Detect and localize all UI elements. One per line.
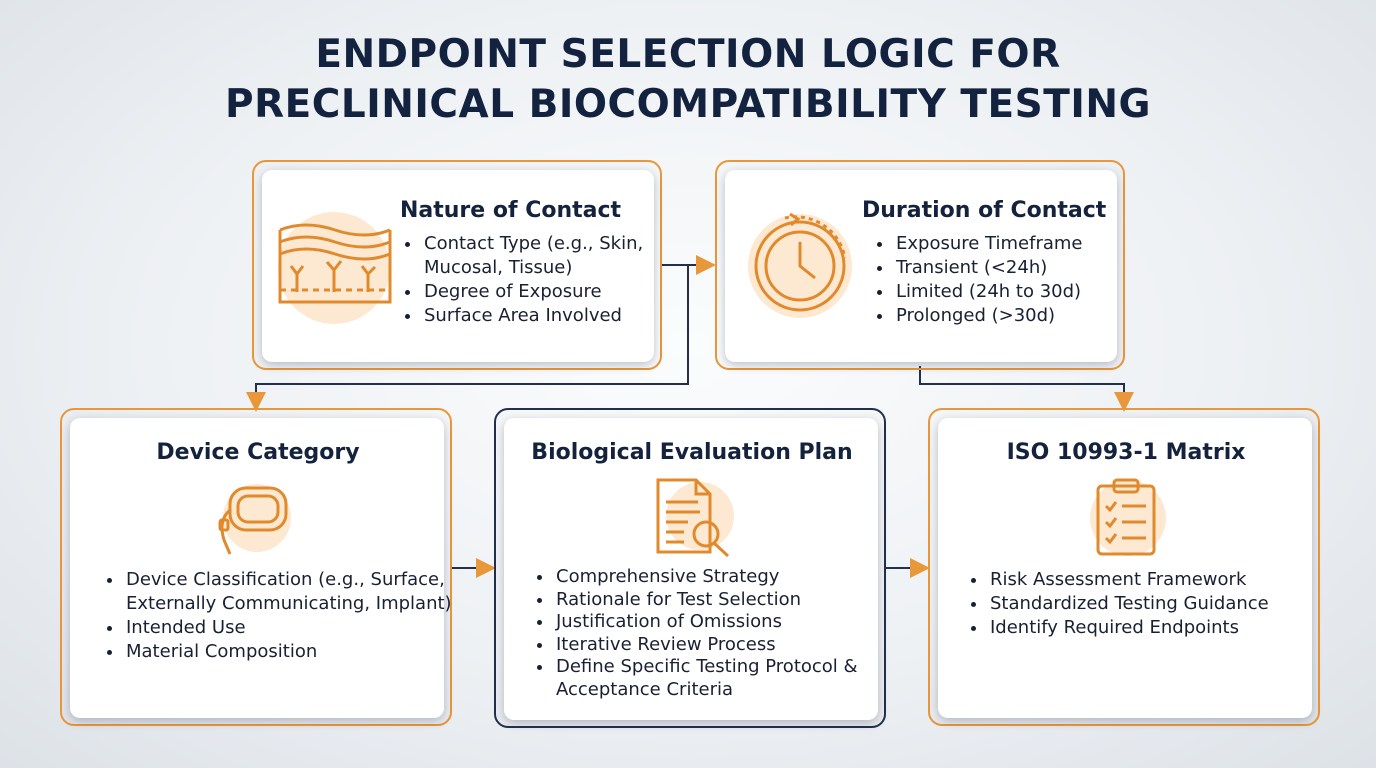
skin-icon (278, 212, 392, 324)
bullet: Device Classification (e.g., Surface, Ex… (124, 568, 464, 616)
node-box: Biological Evaluation Plan Comprehensive… (494, 408, 886, 728)
bullet: Exposure Timeframe (894, 232, 1139, 256)
bullet: Intended Use (124, 616, 464, 640)
bullet-list: Contact Type (e.g., Skin, Mucosal, Tissu… (400, 232, 672, 328)
bullet: Identify Required Endpoints (988, 616, 1338, 640)
device-icon (218, 484, 291, 555)
bullet-list: Risk Assessment FrameworkStandardized Te… (966, 568, 1338, 640)
document-icon (656, 478, 734, 558)
bullet: Define Specific Testing Protocol & Accep… (554, 656, 904, 701)
bullet: Surface Area Involved (422, 304, 672, 328)
bullet: Justification of Omissions (554, 611, 904, 634)
card (70, 418, 444, 718)
bullet: Degree of Exposure (422, 280, 672, 304)
clock-icon (748, 212, 852, 318)
node-title: Nature of Contact (400, 198, 622, 223)
title-line: PRECLINICAL BIOCOMPATIBILITY TESTING (225, 82, 1151, 127)
node-title: Biological Evaluation Plan (531, 440, 853, 465)
node-box: Nature of Contact Contact Type (e.g., Sk… (252, 160, 662, 370)
bullet-list: Exposure TimeframeTransient (<24h)Limite… (872, 232, 1139, 328)
bullet: Material Composition (124, 640, 464, 664)
title-line: ENDPOINT SELECTION LOGIC FOR (315, 32, 1061, 77)
bullet: Risk Assessment Framework (988, 568, 1338, 592)
title: ENDPOINT SELECTION LOGIC FOR PRECLINICAL… (0, 30, 1376, 130)
card (504, 418, 878, 720)
bullet: Prolonged (>30d) (894, 304, 1139, 328)
bullet: Transient (<24h) (894, 256, 1139, 280)
node-title: ISO 10993-1 Matrix (1006, 440, 1246, 465)
node-box: Duration of Contact Exposure TimeframeTr… (715, 160, 1125, 370)
bullet: Iterative Review Process (554, 634, 904, 657)
bullet: Limited (24h to 30d) (894, 280, 1139, 304)
node-title: Device Category (156, 440, 360, 465)
bullet-list: Device Classification (e.g., Surface, Ex… (102, 568, 464, 664)
bullet: Rationale for Test Selection (554, 589, 904, 612)
checklist-icon (1090, 478, 1166, 556)
card (938, 418, 1312, 718)
bullet: Standardized Testing Guidance (988, 592, 1338, 616)
node-box: Device Category Device Classification (e… (60, 408, 452, 726)
bullet: Comprehensive Strategy (554, 566, 904, 589)
node-title: Duration of Contact (862, 198, 1107, 223)
bullet: Contact Type (e.g., Skin, Mucosal, Tissu… (422, 232, 672, 280)
node-box: ISO 10993-1 Matrix Risk Assessment Frame… (928, 408, 1320, 726)
bullet-list: Comprehensive StrategyRationale for Test… (532, 566, 904, 701)
